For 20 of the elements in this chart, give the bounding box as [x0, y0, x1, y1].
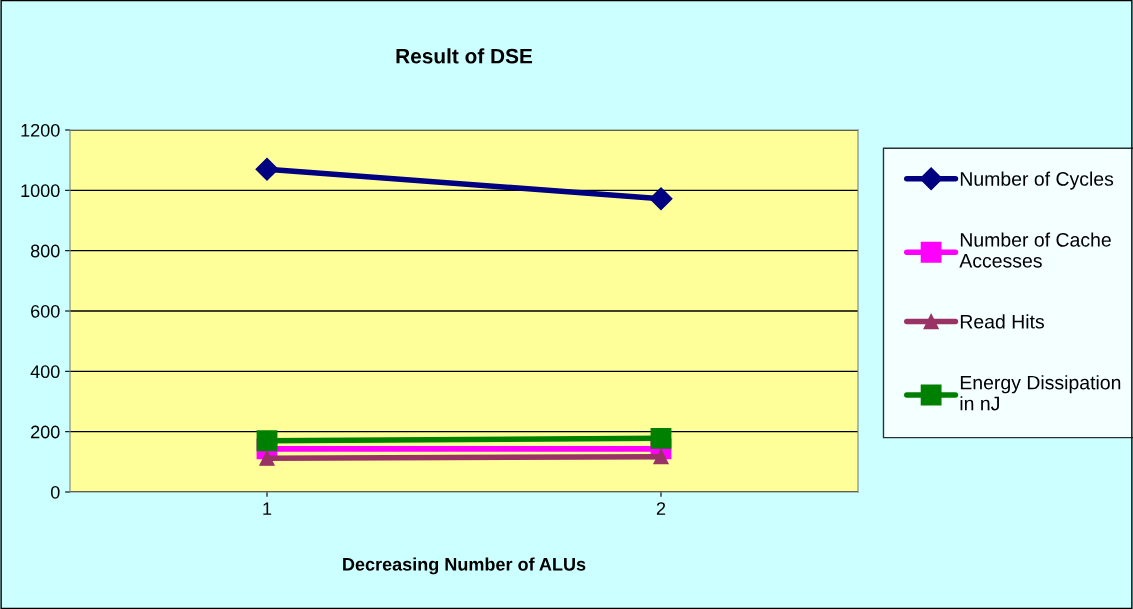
point	[649, 187, 673, 211]
y-tick-label: 400	[30, 365, 60, 379]
point	[650, 427, 672, 449]
point	[256, 430, 278, 452]
x-axis-title: Decreasing Number of ALUs	[343, 557, 586, 575]
chart-title: Result of DSE	[396, 48, 533, 64]
x-tick-label: 1	[263, 502, 272, 515]
legend-label: Number of Cycles	[960, 171, 1114, 190]
y-tick-label: 200	[31, 425, 60, 439]
point	[255, 157, 279, 181]
y-tick-label: 600	[31, 304, 60, 318]
y-tick-label: 1200	[21, 123, 60, 137]
y-tick-label: 0	[50, 485, 60, 499]
legend-label: Number of Cache Accesses	[959, 232, 1111, 268]
point	[259, 450, 275, 466]
x-tick-label: 2	[656, 502, 666, 515]
legend-label: Read Hits	[960, 314, 1044, 329]
legend-label: Energy Dissipation in nJ	[960, 375, 1121, 411]
y-tick-label: 800	[30, 244, 60, 258]
y-tick-label: 1000	[21, 184, 60, 198]
